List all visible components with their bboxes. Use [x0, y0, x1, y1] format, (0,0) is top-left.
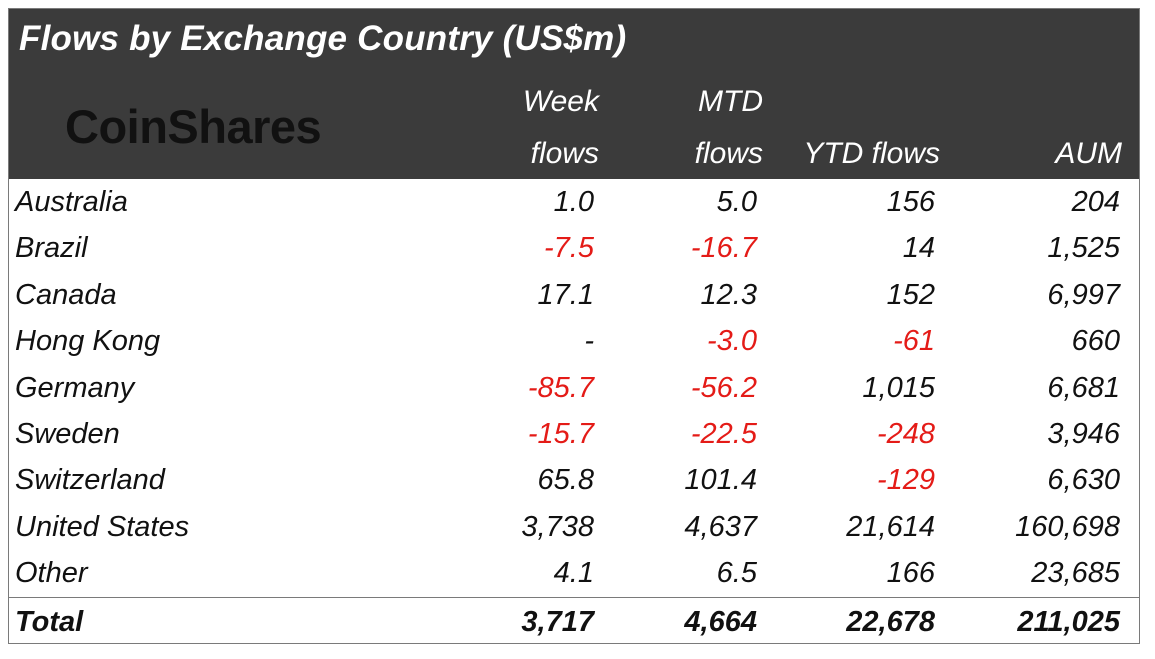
col-header-mtd-line1: MTD	[698, 85, 763, 118]
col-header-week-line1: Week	[522, 85, 599, 118]
aum-value: 204	[1071, 186, 1120, 218]
ytd-flows-value: 166	[886, 557, 935, 590]
week-flows-value: 4.1	[553, 557, 594, 590]
table-title: Flows by Exchange Country (US$m)	[19, 19, 627, 58]
week-flows-value: -7.5	[544, 232, 594, 265]
ytd-flows-value: -129	[876, 464, 935, 497]
col-header-ytd: YTD flows	[803, 137, 940, 170]
ytd-flows-value: -61	[893, 325, 935, 358]
table-row: Australia 1.0 5.0 156 204	[9, 179, 1139, 225]
total-aum: 211,025	[1017, 606, 1120, 638]
table-row: Sweden -15.7 -22.5 -248 3,946	[9, 411, 1139, 457]
coinshares-logo: CoinShares	[65, 100, 322, 153]
aum-value: 6,681	[1047, 371, 1120, 404]
country-name: Australia	[15, 186, 128, 218]
country-name: Hong Kong	[15, 325, 161, 358]
mtd-flows-value: -22.5	[690, 418, 757, 450]
total-week-flows: 3,717	[521, 606, 594, 638]
week-flows-value: -15.7	[527, 418, 594, 450]
table-row: Hong Kong - -3.0 -61 660	[9, 318, 1139, 364]
col-header-aum: AUM	[1055, 137, 1122, 170]
ytd-flows-value: -248	[876, 418, 935, 450]
flows-table: Flows by Exchange Country (US$m) CoinSha…	[8, 8, 1140, 644]
table-row: Brazil -7.5 -16.7 14 1,525	[9, 225, 1139, 271]
week-flows-value: -	[584, 325, 594, 358]
country-name: Other	[15, 557, 88, 590]
table-header: Flows by Exchange Country (US$m) CoinSha…	[9, 9, 1139, 179]
total-ytd-flows: 22,678	[846, 606, 935, 638]
week-flows-value: 17.1	[537, 278, 594, 311]
mtd-flows-value: -3.0	[707, 325, 757, 358]
week-flows-value: 1.0	[553, 186, 594, 218]
table-row: Germany -85.7 -56.2 1,015 6,681	[9, 365, 1139, 411]
aum-value: 6,997	[1047, 278, 1120, 311]
total-divider	[9, 597, 1139, 598]
country-name: Switzerland	[15, 464, 165, 497]
ytd-flows-value: 14	[902, 232, 935, 265]
table-row: Other 4.1 6.5 166 23,685	[9, 550, 1139, 596]
mtd-flows-value: 4,637	[684, 510, 757, 543]
ytd-flows-value: 152	[886, 278, 935, 311]
country-name: United States	[15, 510, 190, 543]
total-mtd-flows: 4,664	[684, 606, 757, 638]
mtd-flows-value: 5.0	[716, 186, 757, 218]
table-row: Canada 17.1 12.3 152 6,997	[9, 272, 1139, 318]
ytd-flows-value: 156	[886, 186, 935, 218]
week-flows-value: -85.7	[527, 371, 594, 404]
mtd-flows-value: -16.7	[690, 232, 757, 265]
aum-value: 3,946	[1047, 418, 1120, 450]
country-name: Brazil	[15, 232, 88, 265]
week-flows-value: 3,738	[521, 510, 594, 543]
mtd-flows-value: -56.2	[690, 371, 757, 404]
mtd-flows-value: 101.4	[684, 464, 757, 497]
country-name: Sweden	[15, 418, 120, 450]
table-row-total: Total 3,717 4,664 22,678 211,025	[9, 599, 1139, 645]
col-header-week-line2: flows	[530, 137, 599, 170]
aum-value: 23,685	[1031, 557, 1120, 590]
ytd-flows-value: 1,015	[862, 371, 935, 404]
week-flows-value: 65.8	[537, 464, 594, 497]
mtd-flows-value: 12.3	[700, 278, 757, 311]
mtd-flows-value: 6.5	[716, 557, 757, 590]
aum-value: 6,630	[1047, 464, 1120, 497]
table-row: United States 3,738 4,637 21,614 160,698	[9, 504, 1139, 550]
ytd-flows-value: 21,614	[846, 510, 935, 543]
aum-value: 160,698	[1015, 510, 1120, 543]
aum-value: 660	[1071, 325, 1120, 358]
country-name: Germany	[15, 371, 135, 404]
country-name: Canada	[15, 278, 117, 311]
col-header-mtd-line2: flows	[694, 137, 763, 170]
total-label: Total	[15, 606, 84, 638]
aum-value: 1,525	[1047, 232, 1120, 265]
table-row: Switzerland 65.8 101.4 -129 6,630	[9, 457, 1139, 503]
